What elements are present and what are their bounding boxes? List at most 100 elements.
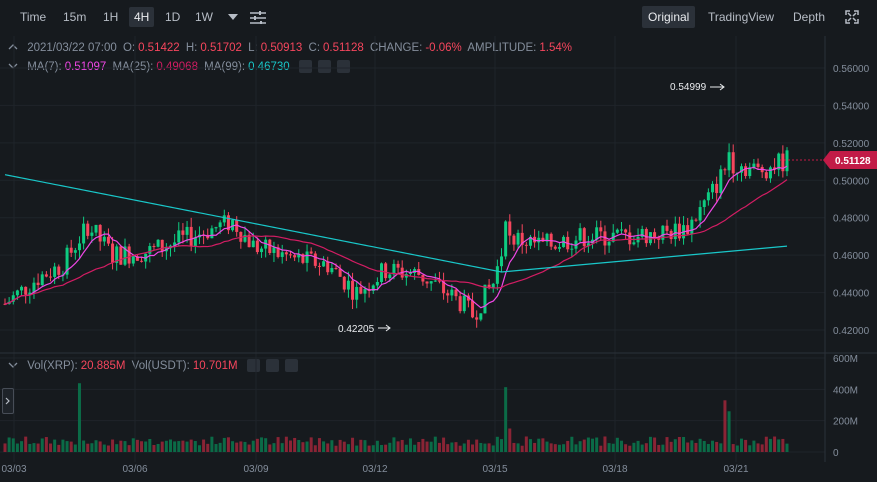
timeframe-1h[interactable]: 1H — [103, 10, 119, 24]
volume-bar — [305, 441, 309, 452]
candle-body — [288, 254, 292, 256]
candle-body — [255, 240, 259, 253]
candle-body — [723, 169, 727, 171]
candle-body — [413, 269, 417, 274]
volume-bar — [619, 440, 623, 452]
candle-body — [595, 227, 599, 240]
candle-body — [276, 247, 280, 257]
candle-body — [342, 276, 346, 290]
candle-body — [785, 150, 789, 172]
timeframe-1w[interactable]: 1W — [195, 10, 213, 24]
fullscreen-icon[interactable] — [845, 10, 859, 24]
candle-body — [421, 274, 425, 282]
settings-icon[interactable] — [317, 60, 331, 73]
close-icon[interactable] — [284, 359, 298, 372]
ma99-label: MA(99): — [204, 60, 246, 73]
candle-body — [251, 240, 255, 248]
volume-bar — [400, 439, 404, 452]
volume-bar — [727, 411, 731, 452]
volume-bar — [247, 444, 251, 452]
caret-down-icon[interactable] — [228, 14, 238, 20]
view-tradingview[interactable]: TradingView — [708, 10, 775, 24]
candle-body — [127, 246, 131, 264]
candle-body — [706, 192, 710, 201]
eye-icon[interactable] — [298, 60, 312, 73]
current-price-value: 0.51128 — [835, 156, 871, 167]
close-icon[interactable] — [336, 60, 350, 73]
view-depth[interactable]: Depth — [793, 10, 826, 24]
candle-body — [665, 225, 669, 231]
candle-body — [653, 232, 657, 238]
candle-body — [694, 219, 698, 221]
collapse-chevron-icon[interactable] — [8, 43, 18, 51]
volume-bar — [773, 436, 777, 452]
candle-body — [450, 289, 454, 296]
candle-body — [760, 166, 764, 173]
candle-body — [206, 234, 210, 239]
candle-body — [669, 230, 673, 240]
volume-bar — [181, 440, 185, 452]
ma7-label: MA(7): — [27, 60, 62, 73]
volume-bar — [185, 441, 189, 452]
candle-body — [131, 256, 135, 264]
volume-bar — [570, 436, 574, 452]
candle-body — [3, 303, 7, 305]
volume-bar — [148, 438, 152, 452]
candle-body — [591, 239, 595, 244]
candle-body — [330, 268, 334, 273]
volume-bar — [735, 445, 739, 452]
volume-bar — [479, 442, 483, 452]
candle-body — [462, 295, 466, 312]
volume-bar — [595, 437, 599, 452]
volume-bar — [115, 444, 119, 452]
timeframe-15m[interactable]: 15m — [63, 10, 87, 24]
low-annotation: 0.42205 — [338, 324, 375, 335]
volume-bar — [471, 444, 475, 452]
candle-body — [115, 246, 119, 263]
eye-icon[interactable] — [246, 359, 260, 372]
candle-body — [65, 247, 69, 275]
candle-body — [673, 223, 677, 240]
candle-body — [284, 252, 288, 255]
volume-bar — [251, 440, 255, 452]
timeframe-4h[interactable]: 4H — [129, 7, 155, 27]
candle-body — [574, 240, 578, 249]
candle-body — [483, 284, 487, 314]
candle-body — [520, 232, 524, 245]
candle-body — [648, 232, 652, 244]
expand-sidebar-button[interactable] — [2, 388, 14, 414]
volume-bar — [450, 442, 454, 452]
view-original[interactable]: Original — [642, 6, 696, 28]
candle-body — [11, 295, 15, 302]
candle-body — [226, 215, 230, 231]
volume-bar — [615, 437, 619, 452]
settings-sliders-icon[interactable] — [250, 10, 266, 24]
candle-body — [61, 274, 65, 276]
timeframe-1d[interactable]: 1D — [165, 10, 181, 24]
candle-body — [49, 276, 53, 278]
volume-bar — [164, 440, 168, 452]
settings-icon[interactable] — [265, 359, 279, 372]
candle-body — [160, 239, 164, 252]
timeframe-time[interactable]: Time — [20, 10, 47, 24]
volume-bar — [748, 445, 752, 452]
candle-body — [305, 251, 309, 263]
volume-bar — [65, 441, 69, 452]
volume-bar — [756, 443, 760, 452]
candle-body — [359, 286, 363, 294]
volume-bar — [408, 438, 412, 452]
candle-body — [557, 247, 561, 249]
candle-body — [768, 167, 772, 179]
volume-bar — [731, 444, 735, 452]
date-tick-label: 03/18 — [602, 464, 627, 475]
volume-bar — [94, 440, 98, 452]
candle-body — [322, 261, 326, 267]
collapse-chevron-icon[interactable] — [8, 62, 18, 70]
volume-bar — [206, 443, 210, 452]
collapse-chevron-icon[interactable] — [8, 361, 18, 369]
date-tick-label: 03/21 — [723, 464, 748, 475]
current-price-tag — [823, 151, 877, 169]
price-tick-label: 0.44000 — [833, 289, 870, 300]
volume-tick-label: 200M — [833, 417, 858, 428]
volume-bar — [442, 437, 446, 452]
